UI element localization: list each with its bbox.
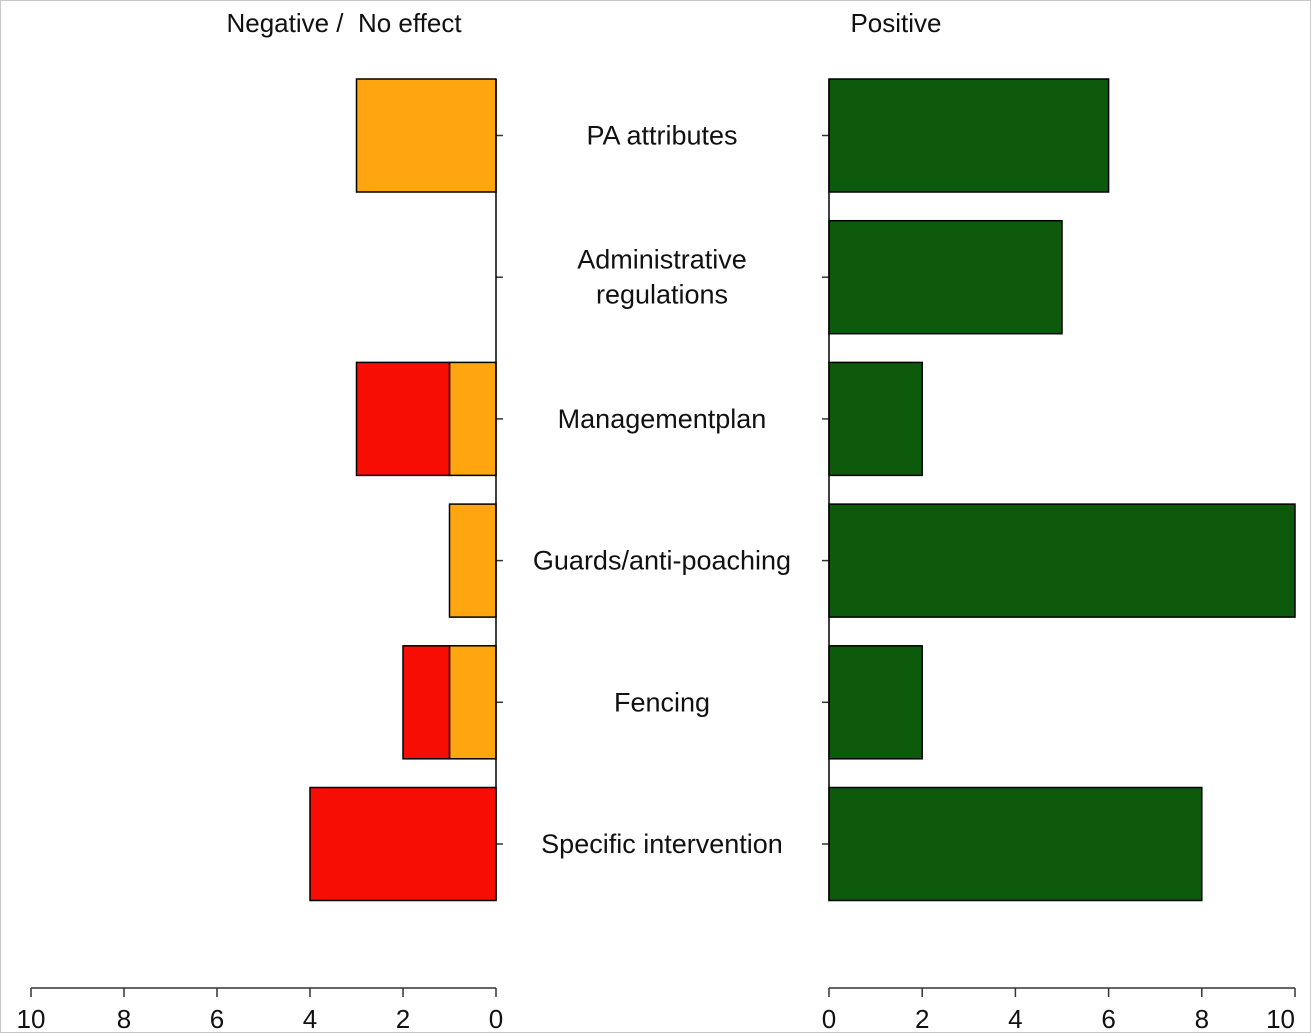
category-label-guards-anti-poaching: Guards/anti-poaching (533, 546, 791, 576)
left-x-tick-label-10: 10 (17, 1004, 46, 1034)
bar-left-no-effect-managementplan (448, 361, 497, 477)
right-x-tick-label-8: 8 (1195, 1004, 1209, 1034)
bar-positive-guards-anti-poaching (828, 503, 1296, 618)
right-panel-header: Positive (850, 8, 941, 38)
category-label-pa-attributes: PA attributes (586, 121, 737, 151)
category-label-fencing: Fencing (614, 687, 710, 717)
bar-left-negative-managementplan (355, 361, 451, 477)
bar-left-no-effect-guards-anti-poaching (448, 503, 497, 618)
right-x-tick-label-2: 2 (915, 1004, 929, 1034)
bars-layer (309, 78, 1296, 902)
left-panel-header: Negative / No effect (226, 8, 462, 38)
bar-left-no-effect-pa-attributes (355, 78, 497, 193)
category-labels: PA attributes Administrative regulations Ma… (533, 121, 791, 860)
category-label-administrative-regulations-line-1: Administrative (577, 245, 747, 275)
bar-left-negative-specific-intervention (309, 786, 497, 902)
bar-positive-fencing (828, 645, 923, 760)
category-label-administrative-regulations-line-2: regulations (596, 280, 728, 310)
bar-left-no-effect-fencing (448, 645, 497, 760)
category-label-specific-intervention: Specific intervention (541, 829, 783, 859)
bar-positive-pa-attributes (828, 78, 1110, 193)
bar-positive-specific-intervention (828, 786, 1203, 902)
bar-left-negative-fencing (402, 645, 451, 760)
axes-layer: 10 8 6 4 2 0 0 2 4 6 8 10 (17, 79, 1296, 1034)
right-x-tick-label-4: 4 (1008, 1004, 1022, 1034)
left-x-tick-label-2: 2 (396, 1004, 410, 1034)
panel-headers: Negative / No effect Positive (226, 8, 941, 38)
right-x-tick-label-6: 6 (1101, 1004, 1115, 1034)
left-x-tick-label-4: 4 (303, 1004, 317, 1034)
bar-positive-managementplan (828, 361, 923, 477)
left-x-tick-label-8: 8 (117, 1004, 131, 1034)
right-x-tick-label-10: 10 (1266, 1004, 1295, 1034)
left-x-tick-label-6: 6 (210, 1004, 224, 1034)
category-label-managementplan: Managementplan (558, 404, 767, 434)
left-x-tick-label-0: 0 (489, 1004, 503, 1034)
right-x-tick-label-0: 0 (822, 1004, 836, 1034)
bar-positive-administrative-regulations (828, 219, 1063, 335)
